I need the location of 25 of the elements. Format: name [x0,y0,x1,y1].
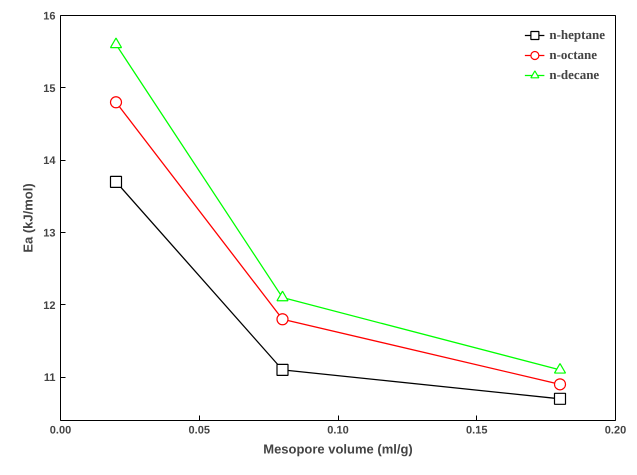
point [276,364,289,376]
point [110,37,122,48]
y-tick-label: 12 [43,300,56,312]
y-axis-title: Ea (kJ/mol) [20,183,36,253]
y-tick-label: 11 [44,372,56,384]
legend-label: n-decane [549,67,600,83]
x-tick-label: 0.15 [466,424,488,436]
x-tick-label: 0.00 [50,424,72,436]
point [110,96,122,108]
point [554,392,566,405]
y-tick-label: 14 [43,155,56,168]
y-tick-label: 13 [43,227,56,240]
point [276,290,289,302]
point [554,362,566,374]
point [276,313,289,326]
x-tick-label: 0.05 [188,424,210,436]
x-axis-title: Mesopore volume (ml/g) [263,442,413,456]
point [554,378,566,390]
y-tick-label: 16 [43,10,56,22]
point [110,176,122,188]
legend-label: n-octane [549,47,598,63]
x-tick-label: 0.20 [604,424,626,436]
y-tick-label: 15 [43,82,56,95]
x-tick-label: 0.10 [327,424,349,436]
legend-label: n-heptane [549,27,605,43]
